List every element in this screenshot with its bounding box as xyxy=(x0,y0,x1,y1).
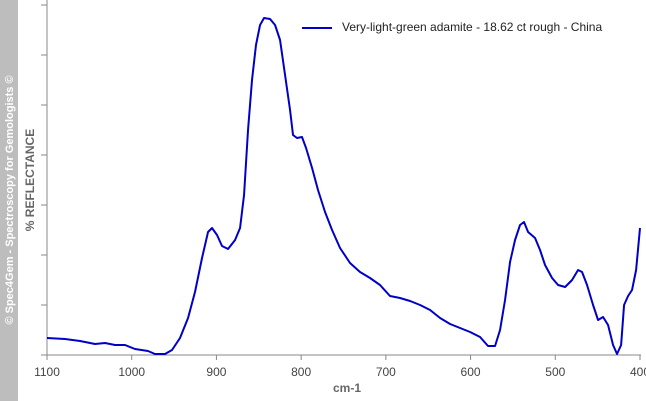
x-tick-label: 500 xyxy=(545,365,565,379)
sidebar-text: © Spec4Gem - Spectroscopy for Gemologist… xyxy=(4,75,16,324)
data-line xyxy=(46,17,641,355)
legend-label: Very-light-green adamite - 18.62 ct roug… xyxy=(342,20,602,34)
x-tick-label: 600 xyxy=(461,365,481,379)
x-tick-label: 800 xyxy=(291,365,311,379)
x-tick-label: 1100 xyxy=(34,365,60,379)
y-axis-label: % REFLECTANCE xyxy=(23,129,37,231)
x-tick-label: 1000 xyxy=(118,365,145,379)
x-axis-label: cm-1 xyxy=(333,381,361,395)
x-tick-label: 700 xyxy=(376,365,396,379)
sidebar xyxy=(0,0,18,401)
x-tick-label: 400 xyxy=(630,365,646,379)
x-tick-label: 900 xyxy=(206,365,226,379)
